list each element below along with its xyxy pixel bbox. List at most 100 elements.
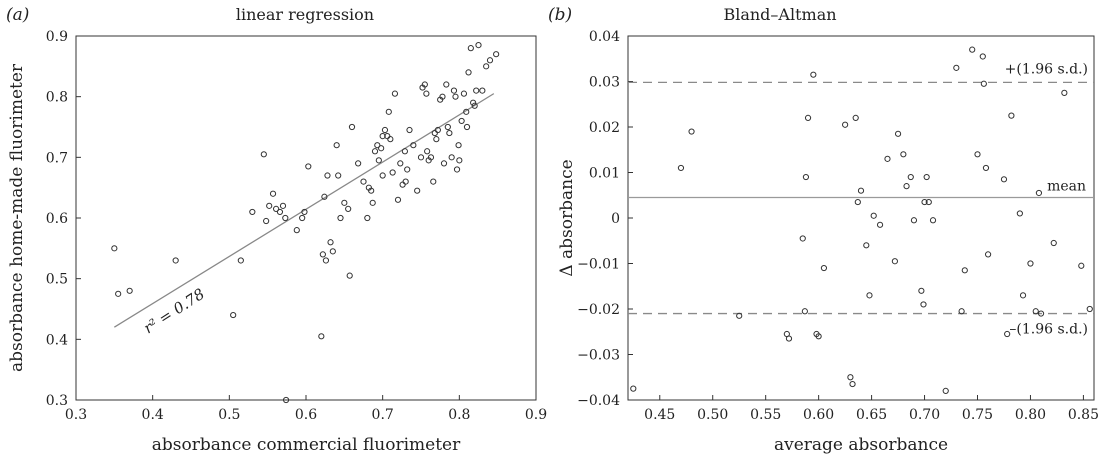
panel-a-data-point [126, 287, 133, 294]
panel-a-data-point [263, 217, 270, 225]
panel-b-data-point [891, 258, 898, 265]
panel-b-y-tick-label: −0.04 [577, 393, 620, 409]
panel-a-data-point [463, 108, 470, 115]
panel-a-y-tick-label: 0.9 [46, 29, 68, 45]
panel-a-y-axis-label: absorbance home-made fluorimeter [7, 63, 27, 372]
panel-a-data-point [345, 205, 352, 212]
panel-b-x-tick-label: 0.85 [1068, 407, 1099, 423]
panel-a-data-point [430, 178, 437, 185]
panel-a-data-point [355, 160, 362, 167]
panel-a-data-point [237, 257, 244, 264]
panel-a-data-point [374, 142, 381, 149]
panel-b-data-point [1086, 305, 1093, 313]
panel-a-data-point [399, 181, 406, 188]
panel-a-data-point [266, 202, 273, 209]
panel-a-points [111, 42, 500, 404]
panel-a-data-point [473, 87, 480, 94]
panel-a-y-tick-label: 0.3 [46, 393, 68, 409]
panel-a-data-point [458, 117, 465, 125]
panel-a-data-point [282, 396, 290, 404]
panel-a-data-point [293, 227, 300, 234]
panel-b-x-tick-label: 0.80 [1015, 407, 1046, 423]
panel-b-x-tick-label: 0.50 [697, 407, 728, 423]
panel-b-data-point [1035, 189, 1043, 197]
panel-a-x-tick-label: 0.7 [372, 407, 394, 423]
panel-a-data-point [387, 136, 394, 143]
panel-b-data-point [736, 312, 743, 319]
panel-b-y-tick-label: 0 [611, 211, 620, 227]
panel-b-lower-limit-label: –(1.96 s.d.) [1009, 322, 1088, 338]
panel-b-data-point [929, 217, 937, 224]
panel-b-data-point [1016, 210, 1023, 217]
panel-a-data-point [455, 142, 462, 149]
panel-b-y-tick-label: −0.02 [577, 302, 620, 318]
panel-a-data-point [467, 45, 474, 52]
panel-a-data-point [318, 333, 325, 340]
panel-b-data-point [923, 173, 930, 181]
panel-a-data-point [439, 93, 446, 100]
panel-a-data-point [337, 214, 344, 222]
panel-a-data-point [483, 63, 490, 70]
panel-b-data-point [630, 385, 637, 392]
panel-b-plot-frame [627, 35, 1095, 401]
panel-b-data-point [1008, 112, 1015, 119]
panel-a-data-point [172, 257, 179, 264]
panel-a-x-tick-label: 0.3 [65, 407, 87, 423]
panel-b-data-point [984, 251, 992, 258]
panel-a-regression-line [113, 93, 495, 328]
panel-a-data-point [260, 151, 267, 158]
panel-a-data-point [276, 208, 284, 216]
panel-a-data-point [378, 145, 385, 152]
panel-b-letter: (b) [548, 5, 572, 25]
panel-a-data-point [341, 199, 348, 206]
panel-a-data-point [273, 205, 280, 212]
panel-a-data-point [423, 90, 430, 97]
panel-b-y-tick-label: −0.01 [577, 257, 620, 273]
panel-b-data-point [918, 287, 925, 294]
panel-b-data-point [1004, 330, 1011, 338]
panel-a-data-point [115, 290, 122, 297]
panel-b-x-tick-label: 0.75 [962, 407, 993, 423]
panel-b-y-tick-label: 0.03 [589, 75, 620, 91]
panel-a-data-point [417, 154, 425, 161]
panel-a-data-point [465, 69, 472, 76]
panel-a-data-point [301, 208, 308, 216]
panel-b-y-tick-label: 0.04 [589, 29, 620, 45]
panel-b-data-point [1061, 89, 1068, 96]
panel-a-data-point [360, 178, 367, 185]
panel-b-data-point [925, 198, 932, 206]
panel-a-data-point [486, 57, 494, 64]
panel-a-data-point [385, 108, 392, 115]
panel-b-data-point [849, 380, 856, 388]
panel-a-data-point [475, 42, 482, 49]
panel-a-data-point [421, 81, 428, 88]
panel-a-data-point [269, 190, 277, 197]
panel-b-data-point [876, 221, 884, 228]
panel-a-x-axis-label: absorbance commercial fluorimeter [152, 435, 461, 455]
panel-b-data-point [847, 374, 854, 381]
panel-a-data-point [369, 199, 376, 206]
panel-a-data-point [444, 123, 451, 131]
panel-b-data-point [921, 198, 928, 206]
panel-b-data-point [961, 267, 968, 274]
panel-b-data-point [1019, 292, 1027, 299]
panel-b-data-point [854, 198, 861, 206]
panel-a-data-point [335, 172, 342, 179]
panel-b-data-point [785, 335, 793, 342]
panel-b-data-point [1000, 176, 1008, 183]
panel-b-data-point [1037, 310, 1045, 317]
panel-b-data-point [842, 121, 849, 128]
panel-a: (a) linear regression 0.3 0.4 0.5 0.6 0.7 0.8… [6, 5, 547, 455]
panel-a-data-point [282, 214, 289, 222]
panel-b-upper-limit-label: +(1.96 s.d.) [1005, 61, 1088, 77]
panel-a-data-point [333, 142, 340, 149]
panel-a-data-point [394, 196, 402, 203]
panel-b: (b) Bland–Altman 0.45 0.50 0.55 0.60 0.65 0.7… [548, 5, 1099, 455]
panel-a-data-point [414, 187, 421, 194]
panel-b-data-point [894, 130, 902, 137]
panel-a-data-point [456, 157, 463, 164]
panel-a-y-tick-label: 0.7 [46, 150, 68, 166]
panel-a-data-point [329, 248, 336, 255]
panel-a-data-point [321, 193, 328, 200]
